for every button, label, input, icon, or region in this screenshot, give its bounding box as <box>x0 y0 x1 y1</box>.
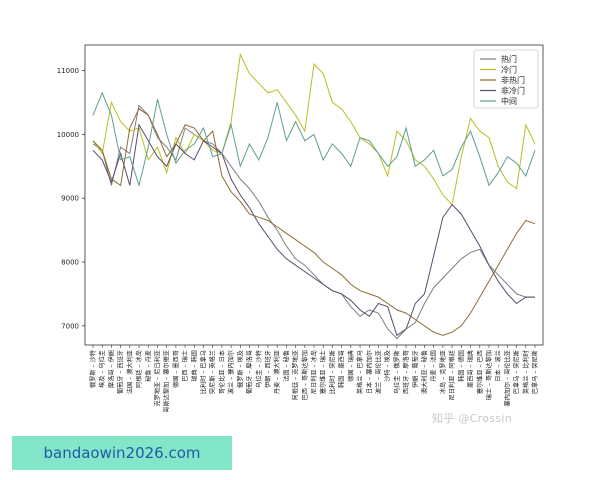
x-tick-label: 塞尔维亚 – 瑞士 <box>319 350 327 394</box>
y-tick-label: 10000 <box>57 131 79 139</box>
x-tick-label: 阿根廷 – 克罗地亚 <box>292 350 300 400</box>
x-tick-label: 瑞典 – 韩国 <box>190 350 198 382</box>
x-tick-label: 哥伦比亚 – 日本 <box>218 350 226 394</box>
x-tick-label: 秘鲁 – 丹麦 <box>144 350 152 382</box>
x-tick-label: 英格兰 – 比利时 <box>522 350 530 394</box>
x-tick-label: 西班牙 – 摩洛哥 <box>402 350 410 394</box>
y-tick-label: 7000 <box>61 322 79 330</box>
x-tick-label: 澳大利亚 – 秘鲁 <box>421 350 429 394</box>
y-tick-label: 9000 <box>61 195 79 203</box>
x-tick-label: 波兰 – 塞内加尔 <box>227 350 235 394</box>
x-tick-label: 比利时 – 突尼斯 <box>328 350 336 394</box>
legend-label: 非冷门 <box>501 86 525 96</box>
x-tick-label: 法国 – 澳大利亚 <box>126 350 134 394</box>
x-tick-label: 葡萄牙 – 西班牙 <box>117 350 125 394</box>
site-banner[interactable]: bandaowin2026.com <box>12 436 232 470</box>
y-tick-label: 11000 <box>57 67 79 75</box>
watermark: 知乎 @Crossin <box>432 412 512 425</box>
series-line-2 <box>92 52 536 206</box>
legend-label: 热门 <box>501 54 517 64</box>
x-tick-label: 阿根廷 – 冰岛 <box>135 350 143 388</box>
banner-text: bandaowin2026.com <box>43 444 201 462</box>
x-tick-label: 丹麦 – 法国 <box>430 350 438 382</box>
legend-label: 非热门 <box>501 75 525 85</box>
x-tick-label: 乌拉圭 – 沙特 <box>255 350 263 388</box>
legend-box <box>473 49 539 109</box>
x-tick-label: 墨西哥 – 瑞典 <box>467 350 475 388</box>
x-tick-label: 俄罗斯 – 沙特 <box>89 350 97 388</box>
x-tick-label: 德国 – 瑞典 <box>347 350 355 382</box>
x-tick-label: 比利时 – 巴拿马 <box>200 350 208 394</box>
x-tick-label: 塞尔维亚 – 巴西 <box>476 350 484 394</box>
x-tick-label: 突尼斯 – 英格兰 <box>209 350 217 394</box>
x-tick-label: 乌拉圭 – 俄罗斯 <box>393 350 401 394</box>
legend-label: 冷门 <box>501 65 517 75</box>
x-tick-label: 尼日利亚 – 阿根廷 <box>448 350 456 400</box>
x-tick-label: 丹麦 – 澳大利亚 <box>273 350 281 394</box>
x-tick-label: 巴拿马 – 突尼斯 <box>531 350 539 394</box>
series-line-5 <box>92 91 536 188</box>
x-tick-label: 哥斯达黎加 – 塞尔维亚 <box>163 350 171 413</box>
x-tick-label: 俄罗斯 – 埃及 <box>236 350 244 388</box>
x-tick-label: 摩洛哥 – 伊朗 <box>107 350 115 388</box>
x-tick-label: 巴拿马 – 突尼斯 <box>513 350 521 394</box>
x-tick-label: 英格兰 – 巴拿马 <box>356 350 364 394</box>
x-tick-label: 尼日利亚 – 冰岛 <box>310 350 318 394</box>
x-tick-label: 塞内加尔 – 哥伦比亚 <box>503 350 511 407</box>
x-tick-label: 伊朗 – 西班牙 <box>264 350 272 388</box>
x-tick-label: 日本 – 塞内加尔 <box>365 350 373 394</box>
x-tick-label: 德国 – 墨西哥 <box>172 350 180 388</box>
series-line-3 <box>92 108 536 336</box>
x-tick-label: 韩国 – 墨西哥 <box>338 350 346 388</box>
x-tick-label: 日本 – 波兰 <box>494 350 502 382</box>
series-line-4 <box>92 123 535 337</box>
x-tick-label: 韩国 – 德国 <box>457 350 465 382</box>
y-tick-label: 8000 <box>61 259 79 267</box>
x-tick-label: 冰岛 – 克罗地亚 <box>439 350 447 394</box>
x-tick-label: 埃及 – 乌拉圭 <box>98 350 106 388</box>
series-line-1 <box>92 104 535 340</box>
legend-label: 中间 <box>501 96 517 106</box>
x-tick-label: 巴西 – 哥斯达黎加 <box>301 350 309 400</box>
x-tick-label: 波兰 – 哥伦比亚 <box>374 350 382 394</box>
x-tick-label: 法国 – 秘鲁 <box>282 350 290 382</box>
x-tick-label: 伊朗 – 葡萄牙 <box>411 350 419 388</box>
x-tick-label: 瑞士 – 哥斯达黎加 <box>485 350 493 400</box>
x-tick-label: 沙特 – 埃及 <box>384 350 392 382</box>
x-tick-label: 巴西 – 瑞士 <box>181 350 189 382</box>
x-tick-label: 克罗地亚 – 尼日利亚 <box>153 350 161 407</box>
x-tick-label: 葡萄牙 – 摩洛哥 <box>246 350 254 394</box>
